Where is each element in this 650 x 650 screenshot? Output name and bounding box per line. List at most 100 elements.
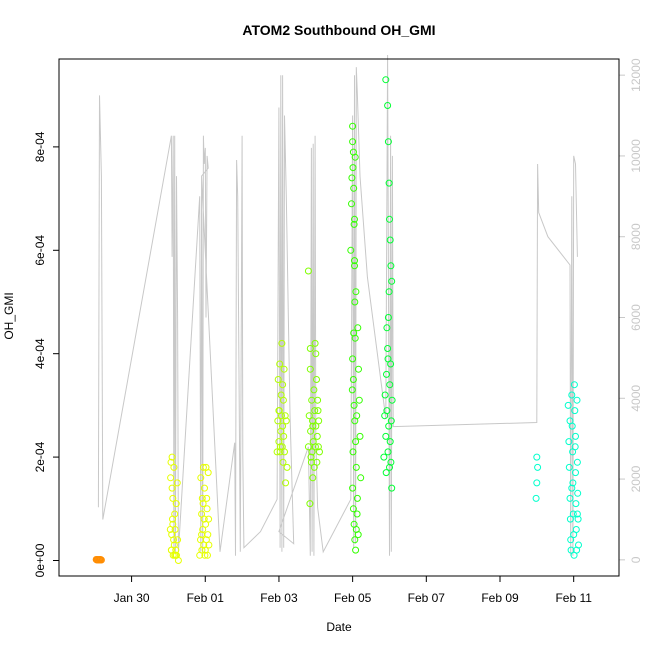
data-point — [349, 505, 357, 513]
y2-tick-label: 4000 — [629, 385, 643, 412]
data-point — [352, 438, 360, 446]
data-point — [566, 494, 574, 502]
data-point — [167, 458, 175, 466]
data-point — [572, 469, 579, 477]
data-point — [352, 463, 360, 471]
data-point — [569, 479, 577, 487]
x-tick-label: Feb 11 — [555, 591, 592, 605]
data-point — [573, 510, 581, 518]
data-point — [279, 422, 287, 430]
data-point — [201, 484, 208, 492]
data-point — [533, 479, 541, 487]
data-point — [169, 494, 177, 502]
data-point — [354, 324, 362, 332]
data-point — [351, 257, 358, 265]
data-point — [170, 541, 178, 549]
data-point — [197, 474, 205, 482]
data-point — [351, 262, 358, 270]
data-point — [282, 417, 290, 425]
data-point — [306, 345, 314, 352]
data-point — [308, 448, 316, 456]
data-point — [279, 458, 287, 466]
data-point — [311, 339, 319, 347]
data-point — [533, 453, 541, 461]
data-point — [173, 479, 181, 487]
data-point — [575, 541, 582, 549]
data-point — [170, 463, 178, 471]
data-point — [349, 164, 357, 172]
data-point — [387, 458, 395, 466]
data-point — [350, 329, 358, 337]
data-point — [383, 370, 390, 378]
data-point — [304, 267, 312, 275]
altitude-line — [97, 54, 578, 556]
data-point — [275, 407, 283, 415]
data-point — [383, 324, 391, 332]
axes-layer: Jan 30 Feb 01 Feb 03 Feb 05 Feb 07 Feb 09 Feb … — [33, 58, 643, 605]
data-point — [388, 396, 396, 404]
data-point — [349, 448, 357, 456]
y2-tick-label: 6000 — [629, 304, 643, 331]
data-point — [355, 396, 363, 404]
data-point — [203, 494, 211, 502]
data-point — [312, 350, 320, 358]
data-point — [307, 453, 315, 461]
data-point — [167, 474, 175, 482]
data-point — [171, 510, 179, 518]
data-point — [566, 417, 574, 425]
data-point — [312, 422, 320, 430]
data-point — [311, 443, 319, 451]
x-tick-label: Jan 30 — [114, 591, 150, 605]
plot-frame — [58, 58, 620, 577]
data-point — [353, 412, 361, 420]
data-point — [384, 102, 392, 109]
data-point — [385, 179, 393, 187]
data-point — [167, 546, 175, 554]
data-point — [304, 443, 312, 451]
data-point — [347, 246, 355, 254]
data-point — [199, 463, 207, 471]
data-point — [205, 515, 213, 523]
data-point — [205, 541, 213, 549]
data-point — [198, 531, 206, 539]
data-point — [351, 215, 358, 223]
data-point — [353, 510, 361, 518]
data-point — [574, 515, 582, 523]
y2-tick-label: 10000 — [629, 139, 643, 173]
data-point — [386, 215, 393, 223]
data-point — [384, 314, 392, 321]
data-point — [388, 484, 396, 492]
y-tick-label: 8e-04 — [33, 131, 47, 162]
data-point — [279, 381, 287, 389]
data-point — [168, 453, 176, 461]
data-point — [385, 288, 393, 296]
data-point — [566, 515, 574, 523]
data-point — [382, 432, 390, 440]
data-point — [168, 484, 176, 492]
data-point — [170, 536, 178, 544]
data-point — [273, 448, 281, 456]
data-point — [572, 526, 580, 533]
data-point — [568, 391, 576, 399]
data-point — [314, 396, 322, 404]
data-point — [387, 262, 395, 270]
data-point — [276, 443, 284, 451]
y2-tick-label: 12000 — [629, 58, 643, 92]
data-point — [204, 551, 211, 559]
data-point — [283, 463, 291, 471]
data-point — [349, 484, 357, 492]
data-point — [281, 448, 288, 456]
data-point — [203, 505, 211, 513]
data-point — [280, 432, 288, 440]
data-point — [565, 438, 573, 446]
data-point — [351, 298, 359, 306]
data-point — [276, 360, 284, 368]
data-point — [350, 184, 358, 192]
data-point — [356, 432, 364, 440]
data-point — [348, 386, 356, 394]
data-point — [172, 500, 180, 508]
data-point — [355, 365, 362, 373]
data-point — [282, 479, 290, 487]
data-point — [200, 515, 208, 523]
